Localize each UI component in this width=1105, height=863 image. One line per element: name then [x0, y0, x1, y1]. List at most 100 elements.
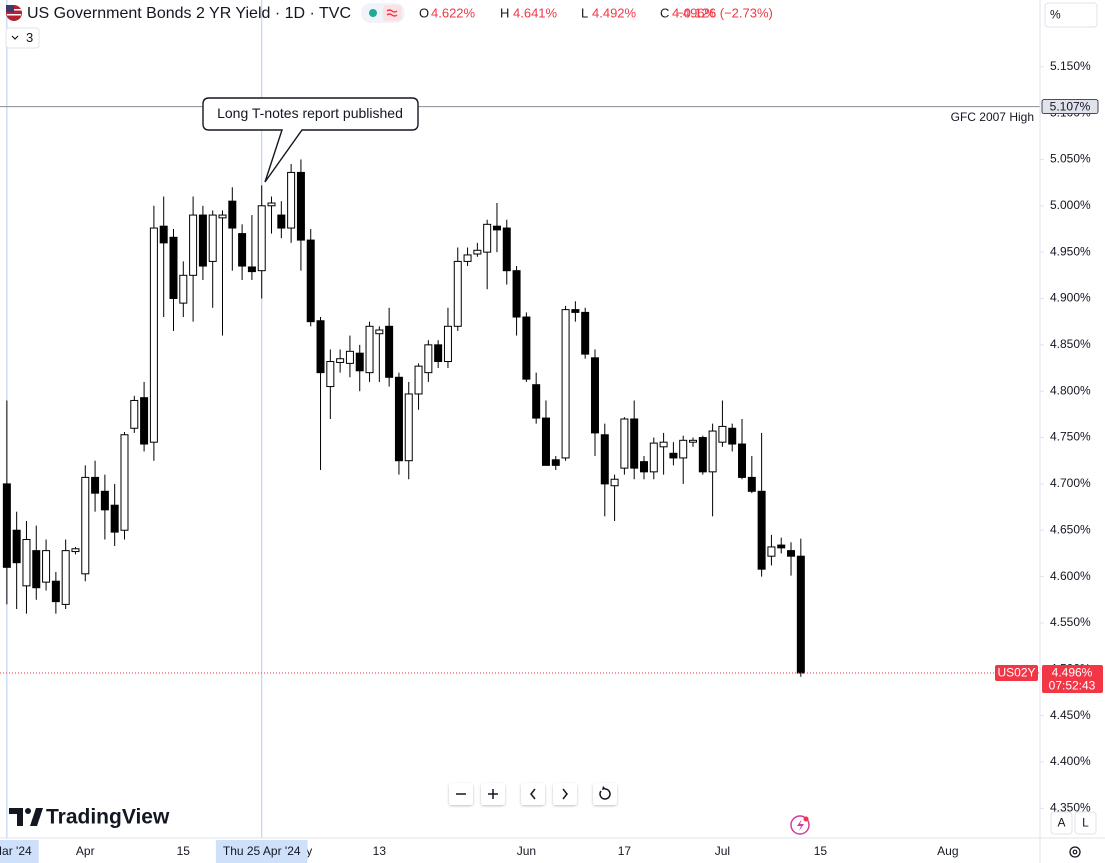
symbol-tag-label: US02Y — [997, 666, 1035, 680]
scroll-right-button[interactable] — [553, 783, 577, 805]
auto-scale-button[interactable] — [1050, 811, 1073, 835]
y-tick-label: 4.400% — [1050, 754, 1091, 768]
y-tick-label: 4.600% — [1050, 569, 1091, 583]
brand-name: TradingView — [46, 806, 170, 829]
candle-body — [463, 254, 472, 262]
ohlc-value: 4.622% — [431, 5, 476, 20]
candle-body — [532, 384, 541, 419]
candle-body — [267, 202, 276, 207]
flag-stripe — [7, 14, 21, 16]
candle-body — [600, 434, 609, 485]
candle-body — [659, 441, 668, 448]
candle-body — [189, 214, 198, 276]
candle-body — [718, 425, 727, 443]
callout: Long T-notes report published — [202, 97, 419, 183]
crosshair-label-bg — [0, 840, 39, 863]
brand-logo: TradingView — [9, 806, 170, 829]
candle-body — [767, 546, 776, 557]
candle-body — [630, 418, 639, 469]
y-tick-label: 5.050% — [1050, 152, 1091, 166]
candle-body — [796, 555, 805, 674]
candle-body — [434, 344, 443, 363]
log-scale-button[interactable] — [1074, 811, 1097, 835]
candle-body — [42, 550, 51, 583]
candle-body — [698, 437, 707, 473]
candle-body — [443, 325, 452, 363]
candle-body — [91, 476, 100, 494]
candle-body — [541, 417, 550, 466]
candle-body — [71, 548, 80, 553]
candle-body — [316, 320, 325, 374]
candle-body — [620, 418, 629, 469]
ohlc-value: 4.492% — [592, 5, 637, 20]
scale-unit: % — [1050, 8, 1061, 22]
candle-body — [375, 329, 384, 335]
x-tick-label: Jun — [517, 844, 536, 858]
settings-button[interactable] — [1069, 846, 1081, 858]
plot-area — [0, 0, 1040, 838]
indicators-toggle[interactable] — [5, 27, 40, 49]
logo-mark — [9, 808, 23, 826]
candle-body — [777, 544, 786, 549]
notification-dot — [803, 816, 809, 822]
candle-body — [522, 316, 531, 380]
candle-body — [22, 539, 31, 587]
flag-stripe — [14, 9, 22, 11]
candle-body — [679, 439, 688, 459]
candle-body — [208, 214, 217, 262]
x-tick-label: Jul — [715, 844, 730, 858]
candle-body — [590, 357, 599, 434]
candle-body — [355, 352, 364, 372]
candle-body — [179, 274, 188, 304]
candle-body — [787, 550, 796, 557]
candle-body — [326, 361, 335, 388]
y-tick-label: 4.650% — [1050, 522, 1091, 536]
y-tick-label: 4.750% — [1050, 430, 1091, 444]
x-tick-label: 15 — [177, 844, 191, 858]
reset-button[interactable] — [593, 783, 617, 805]
y-tick-label: 4.900% — [1050, 291, 1091, 305]
logo-dot — [25, 808, 31, 814]
candle-body — [336, 358, 345, 363]
crosshair-label: Thu 25 Apr '24 — [223, 844, 301, 858]
countdown-label: 07:52:43 — [1049, 679, 1096, 693]
candle-body — [728, 427, 737, 445]
candle-body — [757, 490, 766, 570]
candle-body — [2, 483, 11, 568]
price-tag-label: 4.496% — [1052, 666, 1093, 680]
candle-body — [130, 399, 139, 429]
candle-body — [708, 430, 717, 473]
y-tick-label: 4.800% — [1050, 383, 1091, 397]
market-open-dot — [369, 9, 377, 17]
y-tick-label: 5.000% — [1050, 198, 1091, 212]
candle-body — [218, 214, 227, 219]
candle-body — [296, 171, 305, 241]
reset-icon — [599, 788, 611, 800]
candle-body — [649, 442, 658, 473]
candle-body — [110, 504, 119, 533]
candle-body — [581, 311, 590, 355]
candle-body — [512, 270, 521, 318]
y-tick-label: 4.700% — [1050, 476, 1091, 490]
candle-body — [610, 478, 619, 487]
auto-scale-label: A — [1057, 816, 1065, 830]
candle-body — [81, 476, 90, 575]
candle-body — [120, 434, 129, 531]
flag-canton — [6, 5, 14, 12]
candle-body — [247, 266, 256, 273]
x-tick-label: 13 — [373, 844, 387, 858]
right-icon — [562, 788, 568, 800]
scroll-left-button[interactable] — [521, 783, 545, 805]
data-delay-icon — [383, 5, 402, 21]
y-tick-label: 4.550% — [1050, 615, 1091, 629]
candle-body — [414, 365, 423, 395]
level-text: GFC 2007 High — [951, 110, 1034, 124]
candle-body — [228, 200, 237, 229]
candle-body — [483, 223, 492, 253]
y-tick-label: 4.950% — [1050, 244, 1091, 258]
candle-body — [571, 309, 580, 313]
candle-body — [306, 239, 315, 323]
price-tag — [1042, 664, 1103, 693]
scale-unit-box[interactable] — [1044, 2, 1098, 28]
candle-body — [404, 393, 413, 462]
